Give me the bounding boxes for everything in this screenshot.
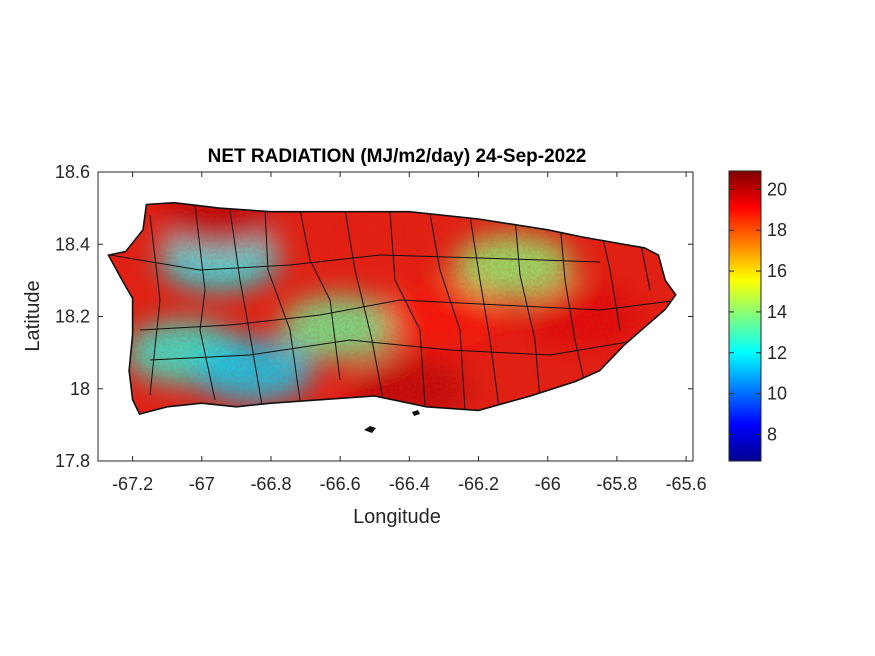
x-axis-label: Longitude <box>353 506 441 528</box>
colorbar-ticks: 8 10 12 14 16 18 20 <box>729 179 787 444</box>
colorbar-tick-label: 16 <box>767 261 787 281</box>
municipal-borders <box>109 204 676 414</box>
x-tick-label: -66.2 <box>458 474 499 494</box>
colorbar-tick-label: 20 <box>767 179 787 199</box>
y-axis-ticks: 17.8 18 18.2 18.4 18.6 <box>55 162 693 471</box>
y-tick-label: 18.2 <box>55 307 90 327</box>
island-outline <box>107 201 677 415</box>
y-tick-label: 18.4 <box>55 234 90 254</box>
x-tick-label: -66.8 <box>250 474 291 494</box>
x-tick-label: -67 <box>189 474 215 494</box>
colorbar <box>728 170 762 462</box>
colorbar-tick-label: 8 <box>767 424 777 444</box>
y-tick-label: 18.6 <box>55 162 90 182</box>
small-island-caja-de-muertos <box>364 426 376 433</box>
colorbar-tick-label: 12 <box>767 343 787 363</box>
x-tick-label: -65.6 <box>666 474 707 494</box>
x-axis-ticks: -67.2 -67 -66.8 -66.6 -66.4 -66.2 -66 -65.8 -65.… <box>112 172 707 494</box>
colorbar-tick-label: 10 <box>767 384 787 404</box>
y-axis-label: Latitude <box>22 280 44 351</box>
x-tick-label: -67.2 <box>112 474 153 494</box>
colorbar-tick-label: 14 <box>767 302 787 322</box>
x-tick-label: -66 <box>535 474 561 494</box>
y-tick-label: 18 <box>70 379 90 399</box>
x-tick-label: -66.6 <box>320 474 361 494</box>
plot-title: NET RADIATION (MJ/m2/day) 24-Sep-2022 <box>208 146 587 167</box>
x-tick-label: -65.8 <box>596 474 637 494</box>
y-tick-label: 17.8 <box>55 451 90 471</box>
colorbar-tick-label: 18 <box>767 220 787 240</box>
small-island-cayo <box>412 410 420 416</box>
x-tick-label: -66.4 <box>389 474 430 494</box>
